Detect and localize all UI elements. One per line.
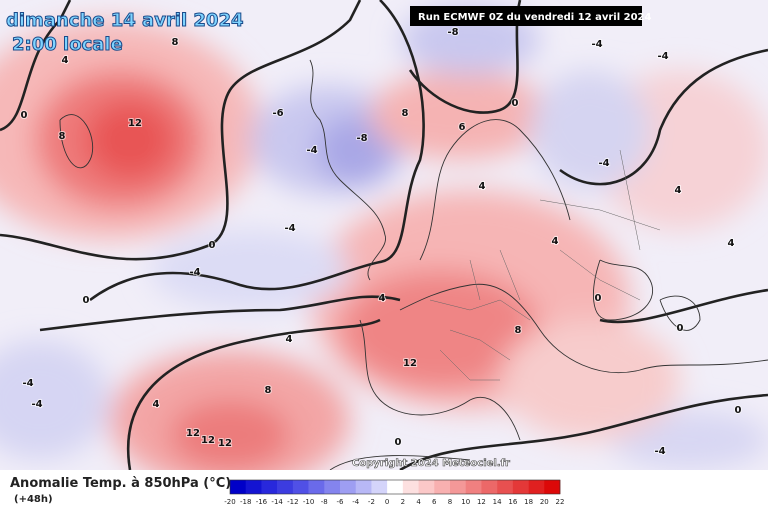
colorbar-cell	[371, 480, 388, 494]
colorbar-tick-label: -4	[352, 498, 360, 506]
coastlines	[59, 59, 768, 470]
contour-label: -4	[306, 145, 317, 156]
run-label: Run ECMWF 0Z du vendredi 12 avril 2024	[418, 12, 651, 23]
colorbar-tick-label: 12	[477, 498, 486, 506]
contour-label: 12	[201, 435, 215, 446]
colorbar-cell	[402, 480, 419, 494]
contour-label: -4	[189, 267, 200, 278]
contour-label: 8	[402, 108, 409, 119]
colorbar-cell	[292, 480, 309, 494]
copyright: Copyright 2024 Meteociel.fr	[352, 458, 510, 469]
contour-label: 4	[552, 236, 559, 247]
contour-label: -4	[654, 446, 665, 457]
legend-title: Anomalie Temp. à 850hPa (°C)	[10, 476, 231, 491]
colorbar-cell	[308, 480, 325, 494]
colorbar-cell	[245, 480, 262, 494]
colorbar-tick-label: 20	[540, 498, 549, 506]
colorbar-cell	[387, 480, 404, 494]
colorbar-cell	[512, 480, 529, 494]
colorbar-tick-label: 0	[385, 498, 389, 506]
colorbar-tick-label: 22	[556, 498, 565, 506]
colorbar-tick-label: 14	[493, 498, 502, 506]
contour-label: 4	[675, 185, 682, 196]
contour-label: 8	[172, 37, 179, 48]
colorbar-cell	[418, 480, 435, 494]
contour-label: 4	[153, 399, 160, 410]
colorbar-tick-label: 16	[508, 498, 517, 506]
colorbar-cell	[544, 480, 561, 494]
colorbar-cell	[481, 480, 498, 494]
colorbar-tick-label: -18	[240, 498, 251, 506]
contour-label: -4	[591, 39, 602, 50]
colorbar-tick-label: 4	[416, 498, 421, 506]
colorbar-tick-label: 6	[432, 498, 437, 506]
contour-label: 6	[459, 122, 466, 133]
colorbar-tick-label: 10	[461, 498, 470, 506]
colorbar-tick-label: 8	[448, 498, 452, 506]
colorbar-cell	[497, 480, 514, 494]
colorbar-cell	[355, 480, 372, 494]
contour-label: -4	[284, 223, 295, 234]
colorbar-tick-label: -6	[337, 498, 345, 506]
colorbar-cell	[230, 480, 247, 494]
map-area: 8 4 0 8 12 0 -4 0 -4 -6 -4 -8 8 6 4 0 -8 -4 -4 4 4 4 4 12 8 8 0 0 -4…	[0, 0, 768, 470]
contour-label: 4	[62, 55, 69, 66]
zero-contours	[0, 0, 768, 470]
contour-label: 8	[265, 385, 272, 396]
colorbar-cell	[450, 480, 467, 494]
map-time: 2:00 locale	[12, 34, 123, 55]
contour-label: 0	[209, 240, 216, 251]
contour-label: 0	[395, 437, 402, 448]
contour-label: 4	[479, 181, 486, 192]
colorbar-cell	[340, 480, 357, 494]
contour-label: -4	[22, 378, 33, 389]
colorbar-tick-label: -20	[224, 498, 235, 506]
colorbar: -20 -18 -16 -14 -12 -10 -8 -6 -4 -2 0 2 4 6 8 10 12 14 16 1…	[224, 479, 565, 506]
colorbar-tick-label: -12	[287, 498, 298, 506]
colorbar-tick-label: 2	[401, 498, 405, 506]
contour-label: 12	[218, 438, 232, 449]
colorbar-tick-label: -2	[368, 498, 375, 506]
contour-label: 12	[403, 358, 417, 369]
contour-label: -4	[598, 158, 609, 169]
contour-labels: 8 4 0 8 12 0 -4 0 -4 -6 -4 -8 8 6 4 0 -8 -4 -4 4 4 4 4 12 8 8 0 0 -4…	[20, 26, 743, 458]
colorbar-cell	[261, 480, 278, 494]
colorbar-tick-label: 18	[524, 498, 533, 506]
contour-label: -6	[272, 108, 283, 119]
colorbar-tick-label: -8	[321, 498, 328, 506]
contour-label: -8	[356, 133, 367, 144]
colorbar-cell	[277, 480, 294, 494]
colorbar-cell	[465, 480, 482, 494]
colorbar-cell	[528, 480, 545, 494]
contour-label: 8	[59, 131, 66, 142]
forecast-step: (+48h)	[14, 494, 53, 505]
colorbar-tick-label: -10	[303, 498, 314, 506]
borders	[429, 149, 661, 381]
contour-label: -4	[31, 399, 42, 410]
contour-label: 0	[512, 98, 519, 109]
contour-label: 0	[735, 405, 742, 416]
map-date: dimanche 14 avril 2024	[6, 10, 244, 31]
contour-label: 12	[186, 428, 200, 439]
colorbar-tick-label: -14	[271, 498, 283, 506]
contour-label: 0	[21, 110, 28, 121]
colorbar-tick-label: -16	[256, 498, 268, 506]
contour-label: 4	[286, 334, 293, 345]
run-box	[410, 6, 642, 26]
contour-label: 0	[595, 293, 602, 304]
contour-label: -4	[657, 51, 668, 62]
colorbar-frame	[229, 479, 561, 495]
colorbar-cell	[324, 480, 341, 494]
contour-label: 4	[728, 238, 735, 249]
anomaly-field	[0, 5, 768, 470]
contour-label: 0	[83, 295, 90, 306]
contour-label: 4	[379, 293, 386, 304]
colorbar-cell	[434, 480, 451, 494]
contour-label: -8	[447, 27, 458, 38]
contour-label: 12	[128, 118, 142, 129]
contour-label: 0	[677, 323, 684, 334]
contour-label: 8	[515, 325, 522, 336]
